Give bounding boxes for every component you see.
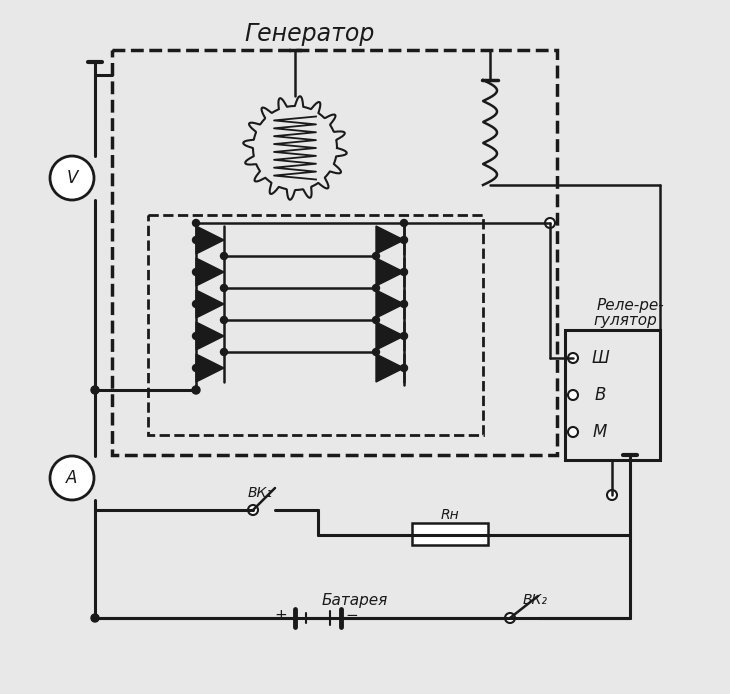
Circle shape [220, 316, 228, 323]
Circle shape [401, 269, 407, 276]
Circle shape [91, 386, 99, 394]
Text: Реле-ре-: Реле-ре- [596, 298, 664, 312]
Circle shape [401, 219, 407, 226]
Text: +: + [274, 607, 288, 623]
Circle shape [50, 156, 94, 200]
Circle shape [193, 332, 199, 339]
Circle shape [193, 237, 199, 244]
Circle shape [401, 301, 407, 307]
Circle shape [505, 613, 515, 623]
Circle shape [248, 505, 258, 515]
Polygon shape [196, 322, 224, 350]
Circle shape [401, 364, 407, 371]
Circle shape [193, 364, 199, 371]
Circle shape [220, 285, 228, 291]
Circle shape [545, 218, 555, 228]
Circle shape [607, 490, 617, 500]
Polygon shape [376, 322, 404, 350]
Circle shape [568, 390, 578, 400]
Polygon shape [376, 290, 404, 318]
Circle shape [91, 614, 99, 622]
Bar [565, 330, 660, 460]
Circle shape [220, 253, 228, 260]
Circle shape [193, 301, 199, 307]
Polygon shape [376, 226, 404, 254]
Bar [412, 523, 488, 545]
Text: −: − [345, 607, 358, 623]
Bar [148, 215, 483, 435]
Text: В: В [594, 386, 606, 404]
Circle shape [193, 269, 199, 276]
Polygon shape [196, 354, 224, 382]
Text: ВК₁: ВК₁ [247, 486, 272, 500]
Polygon shape [376, 354, 404, 382]
Text: V: V [66, 169, 77, 187]
Polygon shape [196, 226, 224, 254]
Circle shape [372, 348, 380, 355]
Text: гулятор: гулятор [593, 312, 657, 328]
Circle shape [372, 285, 380, 291]
Circle shape [568, 427, 578, 437]
Circle shape [50, 456, 94, 500]
Circle shape [568, 353, 578, 363]
Circle shape [372, 253, 380, 260]
Circle shape [220, 348, 228, 355]
Circle shape [193, 219, 199, 226]
Polygon shape [196, 290, 224, 318]
Text: М: М [593, 423, 607, 441]
Circle shape [401, 237, 407, 244]
Text: Батарея: Батарея [322, 593, 388, 607]
Circle shape [192, 386, 200, 394]
Circle shape [372, 316, 380, 323]
Polygon shape [376, 258, 404, 286]
Polygon shape [196, 258, 224, 286]
Text: Ш: Ш [591, 349, 609, 367]
Text: ВК₂: ВК₂ [523, 593, 548, 607]
Text: Rн: Rн [441, 508, 459, 522]
Bar [112, 50, 557, 455]
Circle shape [401, 332, 407, 339]
Text: A: A [66, 469, 77, 487]
Text: Генератор: Генератор [245, 22, 375, 46]
